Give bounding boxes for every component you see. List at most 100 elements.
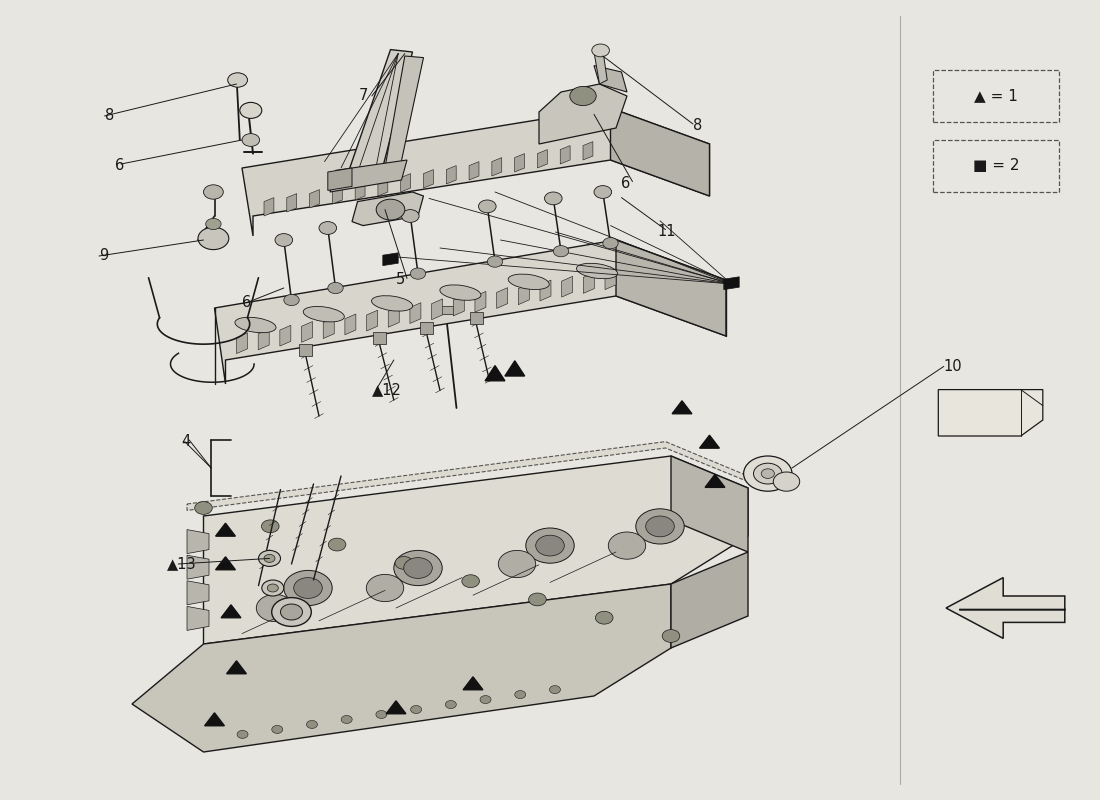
Ellipse shape: [576, 263, 617, 278]
Circle shape: [284, 294, 299, 306]
Circle shape: [594, 186, 612, 198]
Circle shape: [275, 234, 293, 246]
Polygon shape: [560, 146, 570, 164]
Polygon shape: [724, 277, 739, 290]
Circle shape: [307, 721, 318, 729]
Circle shape: [595, 611, 613, 624]
Circle shape: [410, 706, 421, 714]
Polygon shape: [355, 182, 365, 200]
Text: 6: 6: [116, 158, 124, 173]
Polygon shape: [187, 530, 209, 554]
Polygon shape: [700, 435, 719, 448]
Ellipse shape: [508, 274, 549, 290]
Polygon shape: [214, 240, 726, 384]
Text: 7: 7: [359, 89, 369, 103]
Circle shape: [256, 594, 294, 622]
Circle shape: [238, 730, 249, 738]
Circle shape: [529, 593, 547, 606]
Circle shape: [262, 580, 284, 596]
Circle shape: [206, 218, 221, 230]
Ellipse shape: [372, 296, 412, 311]
Polygon shape: [671, 552, 748, 648]
Polygon shape: [204, 456, 748, 644]
Circle shape: [341, 715, 352, 723]
Bar: [373, 332, 386, 344]
Circle shape: [526, 528, 574, 563]
Circle shape: [515, 690, 526, 698]
Bar: [933, 140, 1059, 192]
Polygon shape: [400, 174, 410, 192]
Bar: [299, 344, 312, 356]
Polygon shape: [352, 192, 424, 226]
Circle shape: [446, 701, 456, 709]
Polygon shape: [583, 273, 594, 294]
Polygon shape: [539, 84, 627, 144]
Polygon shape: [518, 284, 529, 305]
Bar: [420, 322, 433, 334]
Circle shape: [754, 463, 782, 484]
Circle shape: [280, 604, 302, 620]
Polygon shape: [610, 108, 710, 196]
Circle shape: [294, 578, 322, 598]
Ellipse shape: [440, 285, 481, 300]
Polygon shape: [279, 326, 290, 346]
Circle shape: [480, 695, 491, 703]
Polygon shape: [205, 713, 224, 726]
Circle shape: [262, 520, 279, 533]
Polygon shape: [705, 474, 725, 487]
Bar: [440, 306, 453, 314]
Polygon shape: [453, 295, 464, 316]
Polygon shape: [946, 578, 1065, 638]
Polygon shape: [258, 329, 270, 350]
Text: 8: 8: [693, 118, 702, 133]
Polygon shape: [216, 523, 235, 536]
Text: 6: 6: [242, 295, 251, 310]
Circle shape: [550, 686, 561, 694]
Polygon shape: [463, 677, 483, 690]
Polygon shape: [287, 194, 297, 212]
Circle shape: [636, 509, 684, 544]
Text: ▲13: ▲13: [167, 557, 197, 571]
Polygon shape: [616, 240, 726, 336]
Polygon shape: [309, 190, 319, 208]
Circle shape: [366, 574, 404, 602]
Bar: [933, 70, 1059, 122]
Polygon shape: [605, 269, 616, 290]
Circle shape: [478, 200, 496, 213]
Text: ■ = 2: ■ = 2: [972, 158, 1020, 174]
Circle shape: [272, 726, 283, 734]
Polygon shape: [236, 333, 248, 354]
Polygon shape: [938, 390, 1043, 436]
Circle shape: [404, 558, 432, 578]
Polygon shape: [424, 170, 433, 188]
Circle shape: [376, 710, 387, 718]
Polygon shape: [366, 310, 377, 331]
Polygon shape: [485, 366, 505, 381]
Circle shape: [284, 570, 332, 606]
Circle shape: [570, 86, 596, 106]
Circle shape: [328, 538, 345, 551]
Polygon shape: [672, 401, 692, 414]
Circle shape: [198, 227, 229, 250]
Polygon shape: [447, 166, 456, 184]
Circle shape: [592, 44, 609, 57]
Polygon shape: [492, 158, 502, 176]
Circle shape: [536, 535, 564, 556]
Polygon shape: [469, 162, 478, 180]
Polygon shape: [538, 150, 548, 168]
Polygon shape: [410, 302, 421, 323]
Circle shape: [773, 472, 800, 491]
Polygon shape: [431, 299, 442, 320]
Circle shape: [319, 222, 337, 234]
Circle shape: [328, 282, 343, 294]
Polygon shape: [583, 142, 593, 160]
Circle shape: [240, 102, 262, 118]
Polygon shape: [594, 66, 627, 92]
Circle shape: [228, 73, 248, 87]
Polygon shape: [187, 581, 209, 605]
Polygon shape: [216, 557, 235, 570]
Circle shape: [487, 256, 503, 267]
Polygon shape: [475, 291, 486, 312]
Polygon shape: [345, 314, 356, 334]
Polygon shape: [540, 280, 551, 301]
